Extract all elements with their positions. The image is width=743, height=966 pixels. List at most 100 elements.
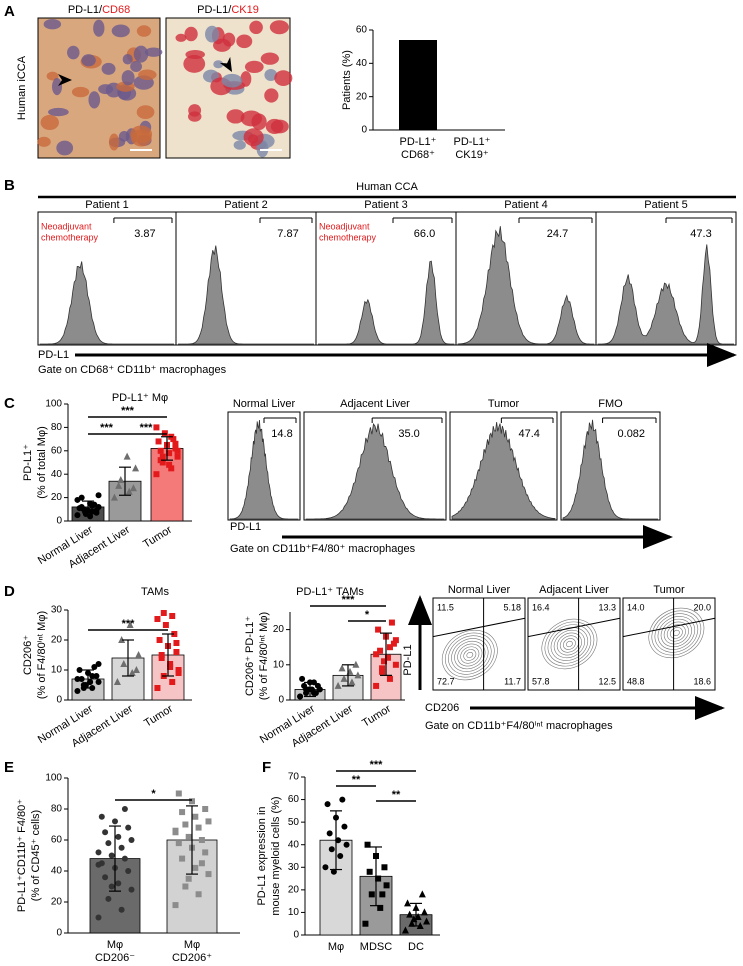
significance-label: ** xyxy=(392,789,401,801)
y-tick-label: 80 xyxy=(51,422,63,433)
error-bar xyxy=(330,810,342,871)
cell xyxy=(37,136,51,147)
contour xyxy=(441,629,498,681)
cell xyxy=(233,140,246,150)
y-axis-label: (% of CD45⁺ cells) xyxy=(30,810,42,901)
error-bar xyxy=(370,846,382,907)
histogram xyxy=(457,226,595,345)
gate-note: Gate on CD11b⁺F4/80ⁱⁿᵗ macrophages xyxy=(425,720,613,732)
data-point xyxy=(87,679,94,685)
y-tick-label: 20 xyxy=(356,91,368,102)
data-point xyxy=(120,660,128,667)
sample-label: Adjacent Liver xyxy=(539,584,609,596)
error-bar xyxy=(162,633,174,677)
error-bar xyxy=(186,805,198,875)
data-point xyxy=(192,813,199,820)
y-tick-label: 20 xyxy=(273,624,285,635)
gate-note: Gate on CD68⁺ CD11b⁺ macrophages xyxy=(38,364,227,376)
quadrant-value: 11.5 xyxy=(437,602,454,612)
x-tick-label: Mφ xyxy=(328,941,344,953)
cell xyxy=(188,104,202,117)
data-point xyxy=(157,447,164,454)
data-point xyxy=(364,841,371,848)
data-point xyxy=(154,616,161,622)
data-point xyxy=(408,919,416,927)
data-point xyxy=(118,844,125,851)
y-axis-label: (% of F4/80ⁱⁿᵗ Mφ) xyxy=(36,611,48,699)
error-bar xyxy=(119,466,131,496)
data-point xyxy=(153,471,160,478)
cell xyxy=(46,71,59,81)
y-axis-label: (% of total Mφ) xyxy=(36,426,48,499)
significance-label: *** xyxy=(342,594,356,606)
y-axis-label: Patients (%) xyxy=(341,50,353,110)
bar xyxy=(151,654,185,701)
gate-value: 7.87 xyxy=(277,228,298,240)
histogram xyxy=(305,423,445,520)
data-point xyxy=(354,671,362,679)
data-point xyxy=(420,908,428,916)
cell xyxy=(108,133,120,151)
data-point xyxy=(328,846,335,853)
data-point xyxy=(404,899,412,907)
data-point xyxy=(89,502,96,509)
treatment-note: Neoadjuvant xyxy=(41,221,92,231)
data-point xyxy=(91,664,98,670)
x-tick-label: CD206⁻ xyxy=(95,952,135,964)
cell xyxy=(43,19,62,30)
data-point xyxy=(173,649,180,655)
cell xyxy=(175,33,187,42)
data-point xyxy=(125,824,132,831)
data-point xyxy=(386,644,393,651)
data-point xyxy=(423,917,431,925)
y-tick-label: 50 xyxy=(288,817,300,828)
image-title-part: PD-L1/ xyxy=(197,4,232,16)
data-point xyxy=(89,673,96,679)
data-point xyxy=(406,910,414,918)
cell xyxy=(213,60,224,69)
cell xyxy=(136,105,155,120)
patient-label: Patient 5 xyxy=(644,199,687,211)
data-point xyxy=(98,813,105,820)
data-point xyxy=(202,806,209,812)
data-point xyxy=(159,453,166,460)
y-tick-label: 20 xyxy=(51,492,63,503)
quadrant-value: 18.6 xyxy=(693,676,711,686)
cell xyxy=(226,109,245,124)
x-tick-label: CD206⁺ xyxy=(172,952,212,964)
data-point xyxy=(171,631,178,637)
x-tick-label: Mφ xyxy=(107,939,123,951)
y-tick-label: 0 xyxy=(293,930,299,941)
data-point xyxy=(95,679,102,685)
significance-label: *** xyxy=(370,759,384,771)
plot-frame xyxy=(527,597,621,691)
significance-label: * xyxy=(151,788,156,800)
data-point xyxy=(185,875,192,882)
data-point xyxy=(303,686,310,693)
y-tick-label: 20 xyxy=(51,897,63,908)
quadrant-value: 5.18 xyxy=(503,602,521,612)
error-bar xyxy=(380,632,392,676)
gate-value: 14.8 xyxy=(271,428,292,440)
data-point xyxy=(126,621,134,628)
data-point xyxy=(110,493,118,501)
data-point xyxy=(373,682,380,689)
cell xyxy=(56,140,74,156)
quadrant-value: 48.8 xyxy=(627,676,645,686)
panel-letter: A xyxy=(4,3,15,20)
data-point xyxy=(182,883,189,890)
quadrant-value: 72.7 xyxy=(437,676,455,686)
data-point xyxy=(384,654,391,661)
data-point xyxy=(348,678,356,686)
cell xyxy=(81,54,96,67)
plot-frame xyxy=(432,597,526,691)
contour xyxy=(562,638,576,650)
y-tick-label: 0 xyxy=(278,695,284,706)
data-point xyxy=(205,818,212,825)
y-tick-label: 20 xyxy=(288,884,300,895)
data-point xyxy=(155,438,162,445)
cell xyxy=(136,25,152,37)
data-point xyxy=(330,868,337,875)
cell xyxy=(133,45,149,63)
